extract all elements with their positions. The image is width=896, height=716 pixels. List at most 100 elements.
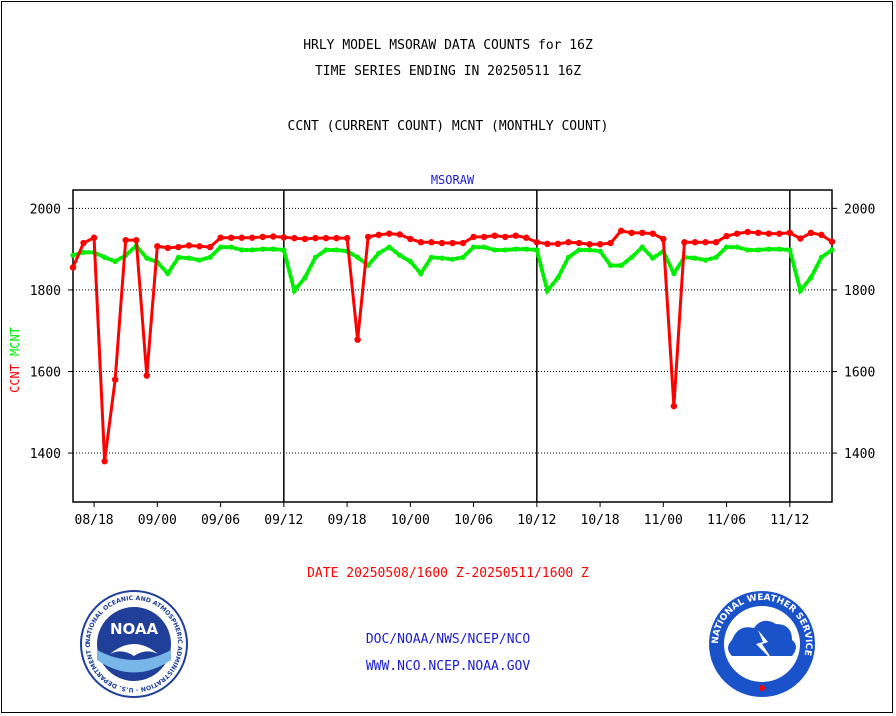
chart-subtitle: CCNT (CURRENT COUNT) MCNT (MONTHLY COUNT…: [287, 119, 609, 134]
data-point-ccnt: [428, 239, 435, 246]
data-point-mcnt: [808, 275, 814, 281]
data-point-mcnt: [671, 271, 677, 277]
footer-website-link[interactable]: WWW.NCO.NCEP.NOAA.GOV: [365, 659, 531, 674]
data-point-ccnt: [459, 239, 467, 247]
data-point-ccnt: [175, 243, 182, 251]
data-point-mcnt: [692, 255, 698, 261]
data-point-ccnt: [681, 239, 688, 246]
x-tick-label: 10/06: [454, 513, 493, 528]
data-point-mcnt: [144, 255, 150, 261]
data-point-ccnt: [755, 229, 762, 237]
data-point-mcnt: [239, 247, 245, 253]
data-point-mcnt: [565, 254, 572, 260]
data-point-mcnt: [502, 247, 508, 253]
data-point-ccnt: [364, 233, 372, 241]
data-point-mcnt: [555, 275, 561, 281]
data-point-ccnt: [122, 236, 129, 244]
y-tick-label-left: 1400: [30, 447, 61, 462]
data-point-mcnt: [186, 255, 192, 261]
data-point-ccnt: [607, 239, 614, 247]
data-point-ccnt: [143, 372, 150, 379]
data-point-ccnt: [649, 230, 656, 237]
data-point-ccnt: [206, 243, 214, 251]
y-tick-label-right: 1800: [844, 284, 875, 299]
x-tick-label: 11/00: [644, 513, 683, 528]
data-point-ccnt: [196, 243, 203, 250]
data-point-mcnt: [576, 247, 582, 253]
data-point-mcnt: [597, 248, 603, 254]
x-tick-label: 11/12: [770, 513, 809, 528]
data-point-ccnt: [396, 231, 403, 238]
data-point-mcnt: [70, 252, 76, 258]
data-point-mcnt: [175, 254, 182, 260]
data-point-mcnt: [407, 258, 413, 264]
data-point-ccnt: [301, 235, 309, 243]
series-line-mcnt: [71, 243, 834, 296]
data-point-ccnt: [502, 233, 509, 241]
data-point-ccnt: [691, 239, 699, 246]
data-point-ccnt: [544, 240, 551, 248]
data-point-mcnt: [449, 256, 456, 262]
x-tick-label: 09/00: [138, 513, 177, 528]
data-point-ccnt: [512, 232, 519, 239]
y-tick-label-left: 1600: [30, 365, 61, 380]
data-point-mcnt: [481, 244, 487, 250]
data-point-mcnt: [281, 247, 287, 253]
data-point-mcnt: [492, 247, 498, 253]
data-point-mcnt: [439, 255, 445, 261]
data-point-mcnt: [734, 244, 740, 250]
data-point-mcnt: [460, 254, 466, 260]
data-point-ccnt: [765, 230, 772, 237]
data-point-ccnt: [101, 458, 108, 465]
data-point-ccnt: [797, 235, 804, 242]
y-axis-label-mcnt: MCNT: [8, 327, 22, 356]
data-point-ccnt: [386, 230, 393, 237]
data-point-mcnt: [260, 246, 266, 252]
data-point-mcnt: [513, 246, 519, 252]
data-point-ccnt: [322, 234, 330, 242]
data-point-mcnt: [629, 254, 635, 260]
series-line-ccnt: [71, 229, 833, 462]
data-point-ccnt: [480, 233, 488, 241]
data-point-ccnt: [617, 227, 625, 234]
data-point-ccnt: [670, 402, 678, 410]
x-tick-label: 09/18: [328, 513, 367, 528]
data-point-ccnt: [375, 231, 382, 239]
data-point-mcnt: [428, 254, 435, 260]
data-point-mcnt: [745, 247, 751, 253]
data-point-mcnt: [270, 246, 276, 252]
data-point-ccnt: [438, 239, 446, 247]
data-point-mcnt: [102, 254, 108, 260]
x-tick-label: 08/18: [75, 513, 114, 528]
data-point-ccnt: [133, 236, 140, 244]
data-point-mcnt: [618, 262, 624, 269]
time-series-chart: MSORAW 1400 1400 1600 1600 1800 1800 2000 2000 08…: [8, 173, 875, 528]
data-point-ccnt: [828, 238, 836, 245]
footer-org-link[interactable]: DOC/NOAA/NWS/NCEP/NCO: [365, 632, 531, 647]
data-point-ccnt: [639, 229, 646, 237]
data-point-ccnt: [702, 239, 709, 246]
data-point-mcnt: [639, 244, 645, 250]
data-point-ccnt: [238, 234, 245, 241]
data-point-mcnt: [544, 288, 550, 294]
data-point-mcnt: [323, 247, 329, 253]
chart-title-line2: TIME SERIES ENDING IN 20250511 16Z: [314, 64, 582, 79]
data-point-ccnt: [596, 241, 604, 248]
data-point-mcnt: [797, 288, 803, 294]
data-point-ccnt: [744, 228, 751, 236]
data-point-ccnt: [491, 232, 498, 239]
data-point-ccnt: [90, 234, 98, 241]
data-point-ccnt: [712, 239, 720, 246]
data-point-mcnt: [80, 249, 87, 255]
data-point-mcnt: [207, 254, 213, 260]
data-point-ccnt: [227, 234, 235, 241]
data-point-ccnt: [628, 229, 635, 237]
data-point-mcnt: [723, 244, 730, 250]
data-point-ccnt: [470, 233, 477, 241]
y-tick-label-right: 2000: [844, 202, 875, 217]
y-axis-label-ccnt: CCNT: [8, 364, 22, 393]
data-point-ccnt: [523, 234, 530, 241]
data-point-mcnt: [112, 258, 118, 264]
data-point-mcnt: [291, 288, 297, 294]
data-point-mcnt: [228, 244, 234, 250]
